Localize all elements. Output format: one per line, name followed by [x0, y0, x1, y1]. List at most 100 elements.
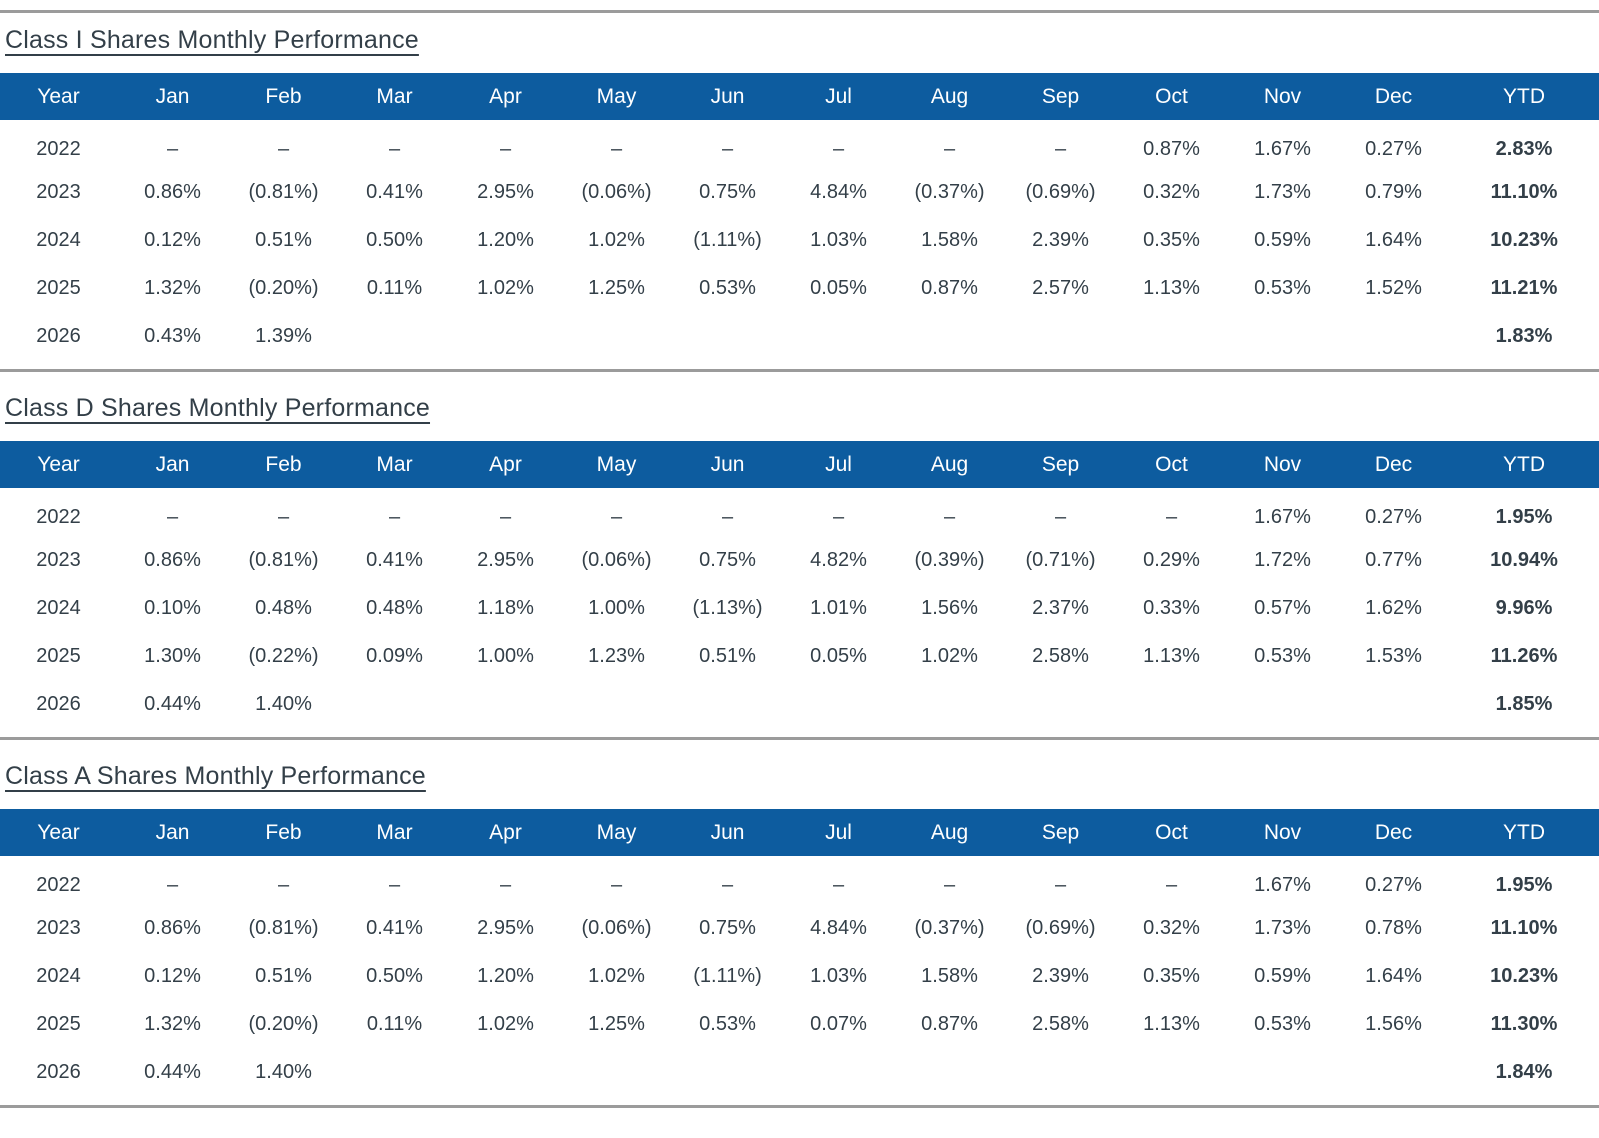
value-cell: 0.09% — [366, 644, 423, 667]
value-cell: (0.06%) — [581, 548, 652, 571]
value-cell: 0.51% — [699, 644, 756, 667]
value-cell: 1.25% — [588, 1012, 645, 1035]
value-cell: 0.86% — [144, 180, 201, 203]
value-cell: 2.95% — [477, 916, 534, 939]
value-cell: – — [277, 873, 290, 896]
column-header-aug: Aug — [894, 809, 1005, 856]
column-header-mar: Mar — [339, 73, 450, 120]
value-cell: 0.44% — [144, 692, 201, 715]
ytd-cell: 11.10% — [1490, 916, 1558, 939]
value-cell: 1.53% — [1365, 644, 1422, 667]
value-cell: 2.95% — [477, 548, 534, 571]
year-cell: 2024 — [36, 964, 81, 987]
table-row: 2024 0.10% 0.48% 0.48% 1.18% 1.00% (1.13%) 1.01… — [0, 584, 1599, 632]
value-cell: 0.43% — [144, 324, 201, 347]
column-header-mar: Mar — [339, 809, 450, 856]
column-header-jul: Jul — [783, 73, 894, 120]
ytd-cell: 1.85% — [1495, 692, 1553, 715]
value-cell: (1.11%) — [693, 964, 762, 987]
value-cell: (0.06%) — [581, 180, 652, 203]
value-cell — [1227, 680, 1338, 728]
value-cell: 1.73% — [1254, 180, 1311, 203]
value-cell — [672, 1048, 783, 1096]
section-title: Class D Shares Monthly Performance — [5, 394, 431, 422]
value-cell: 1.20% — [477, 964, 534, 987]
ytd-cell: 1.95% — [1495, 505, 1553, 528]
column-header-dec: Dec — [1338, 73, 1449, 120]
value-cell: 0.53% — [699, 1012, 756, 1035]
value-cell: 1.64% — [1365, 964, 1422, 987]
value-cell: 0.53% — [1254, 1012, 1311, 1035]
value-cell: – — [1054, 505, 1067, 528]
table-row: 2025 1.30% (0.22%) 0.09% 1.00% 1.23% 0.51% 0.05… — [0, 632, 1599, 680]
value-cell: 1.62% — [1365, 596, 1422, 619]
value-cell: 4.84% — [810, 916, 867, 939]
column-header-ytd: YTD — [1449, 73, 1599, 120]
value-cell — [450, 312, 561, 360]
ytd-cell: 11.30% — [1490, 1012, 1558, 1035]
column-header-apr: Apr — [450, 441, 561, 488]
value-cell: 1.18% — [477, 596, 534, 619]
value-cell: 1.39% — [255, 324, 312, 347]
year-cell: 2023 — [36, 180, 81, 203]
column-header-jul: Jul — [783, 441, 894, 488]
column-header-may: May — [561, 441, 672, 488]
value-cell: – — [943, 873, 956, 896]
value-cell: 0.12% — [144, 228, 201, 251]
value-cell: 0.51% — [255, 964, 312, 987]
value-cell: 1.13% — [1143, 644, 1200, 667]
value-cell: 0.27% — [1365, 137, 1422, 160]
column-header-mar: Mar — [339, 441, 450, 488]
value-cell: 0.41% — [366, 916, 423, 939]
value-cell: 1.01% — [810, 596, 867, 619]
value-cell: 1.67% — [1254, 137, 1311, 160]
value-cell: – — [943, 505, 956, 528]
value-cell: – — [388, 137, 401, 160]
section-title: Class A Shares Monthly Performance — [5, 762, 426, 790]
ytd-cell: 1.83% — [1495, 324, 1553, 347]
value-cell — [339, 680, 450, 728]
value-cell: 0.86% — [144, 916, 201, 939]
ytd-cell: 10.23% — [1490, 964, 1558, 987]
value-cell: 1.03% — [810, 228, 867, 251]
value-cell: 0.48% — [255, 596, 312, 619]
value-cell: 1.02% — [477, 1012, 534, 1035]
value-cell: 1.02% — [921, 644, 978, 667]
column-header-dec: Dec — [1338, 441, 1449, 488]
column-header-oct: Oct — [1116, 73, 1227, 120]
column-header-oct: Oct — [1116, 809, 1227, 856]
column-header-jul: Jul — [783, 809, 894, 856]
section-divider — [0, 737, 1599, 740]
column-header-nov: Nov — [1227, 441, 1338, 488]
year-cell: 2026 — [36, 1060, 81, 1083]
value-cell: 0.53% — [699, 276, 756, 299]
value-cell — [1005, 312, 1116, 360]
value-cell: 1.40% — [255, 1060, 312, 1083]
value-cell: 1.30% — [144, 644, 201, 667]
year-cell: 2022 — [36, 137, 81, 160]
value-cell: (0.22%) — [248, 644, 319, 667]
value-cell: 1.13% — [1143, 1012, 1200, 1035]
value-cell: 0.10% — [144, 596, 201, 619]
column-header-apr: Apr — [450, 809, 561, 856]
value-cell: 0.11% — [366, 276, 423, 299]
value-cell: 4.82% — [810, 548, 867, 571]
column-header-year: Year — [0, 73, 117, 120]
value-cell: 0.27% — [1365, 873, 1422, 896]
value-cell: 0.35% — [1143, 964, 1200, 987]
value-cell: 0.77% — [1365, 548, 1422, 571]
top-divider — [0, 10, 1599, 13]
year-cell: 2023 — [36, 916, 81, 939]
value-cell: 2.39% — [1032, 228, 1089, 251]
ytd-cell: 1.95% — [1495, 873, 1553, 896]
column-header-nov: Nov — [1227, 809, 1338, 856]
value-cell — [450, 680, 561, 728]
year-cell: 2022 — [36, 873, 81, 896]
column-header-jun: Jun — [672, 73, 783, 120]
value-cell: (0.69%) — [1025, 916, 1096, 939]
value-cell: – — [832, 873, 845, 896]
value-cell: 0.75% — [699, 916, 756, 939]
performance-section: Class A Shares Monthly Performance Year J… — [0, 762, 1599, 1108]
value-cell — [894, 312, 1005, 360]
ytd-cell: 10.23% — [1490, 228, 1558, 251]
